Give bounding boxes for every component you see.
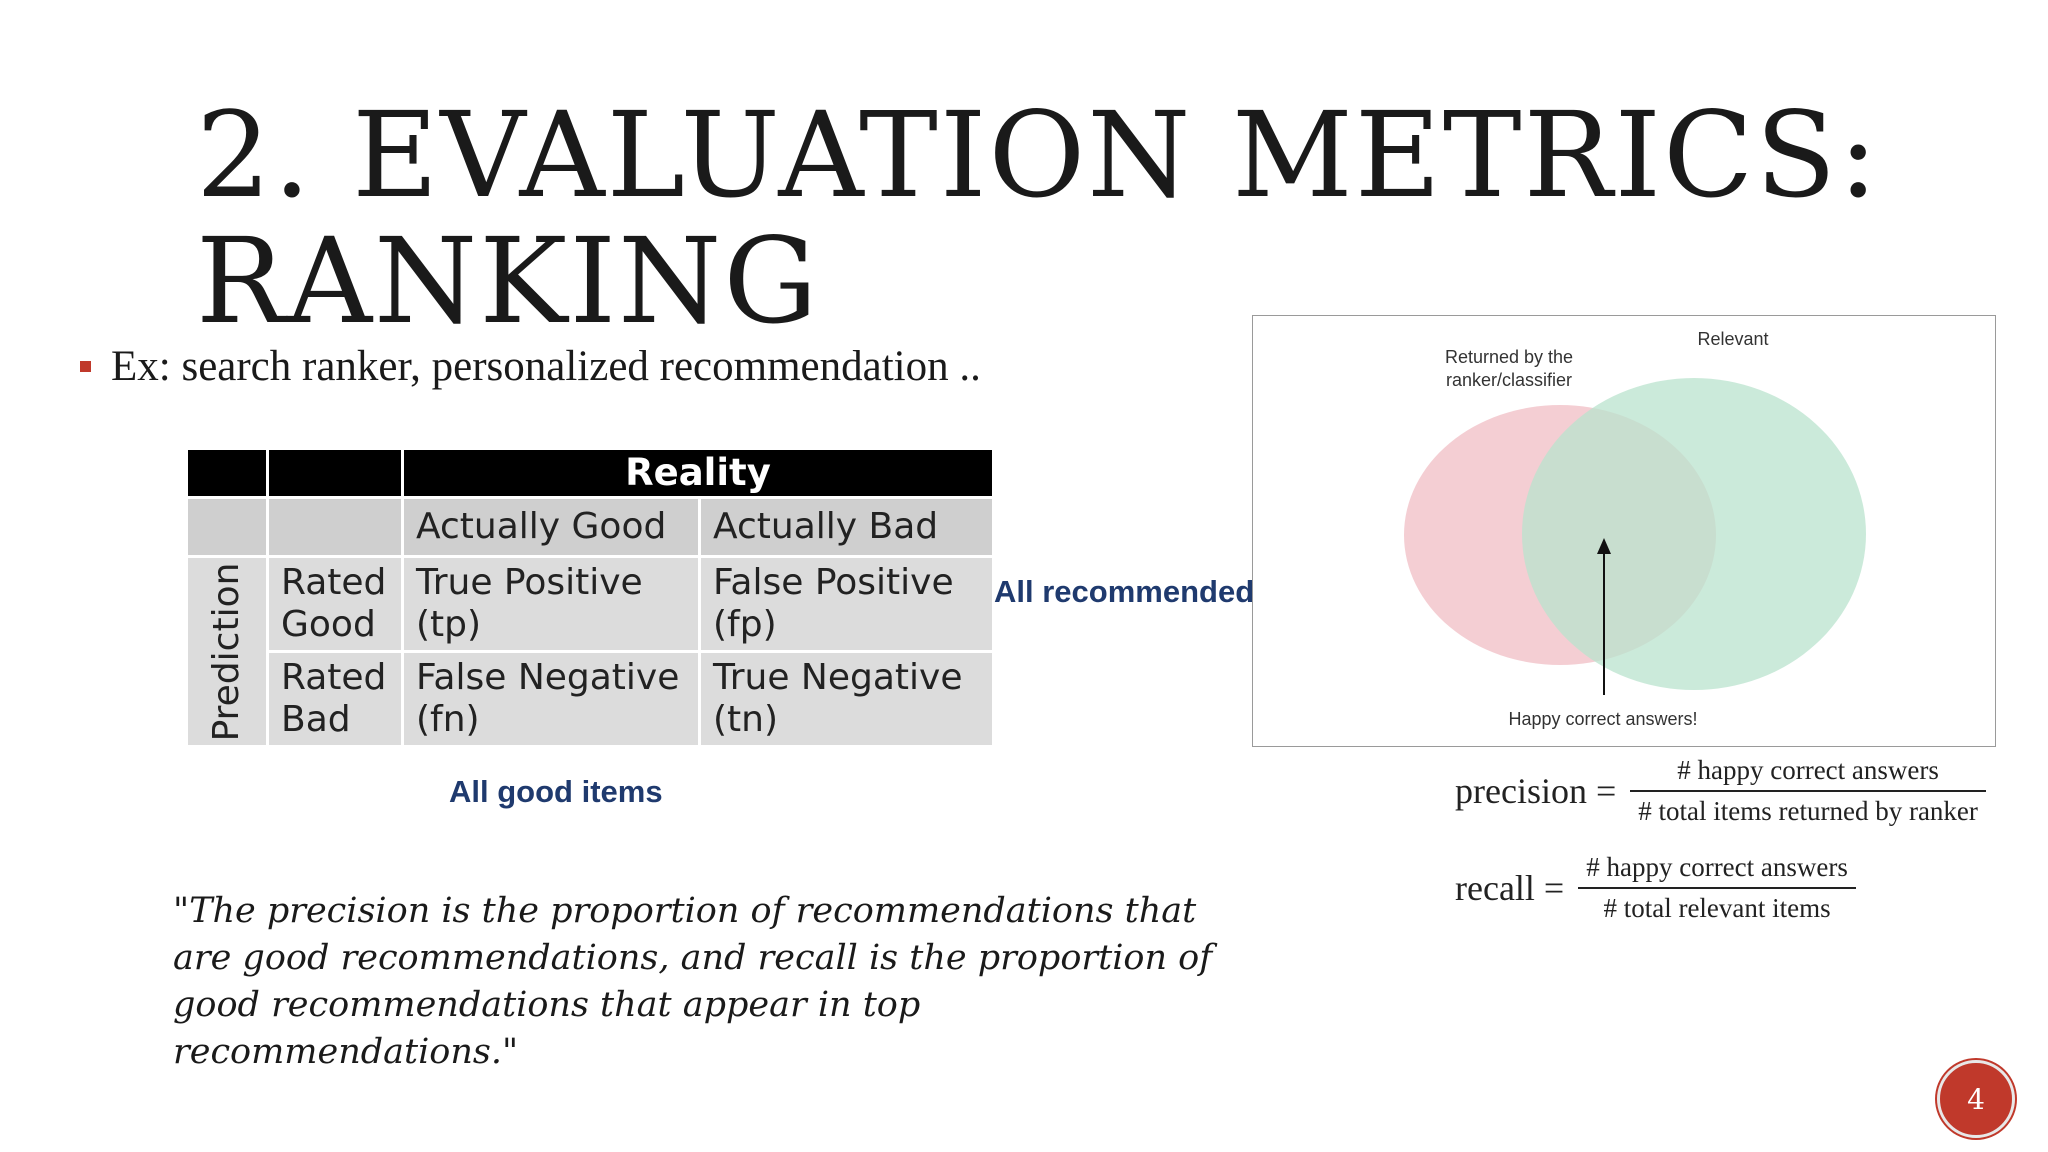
fraction-bar (1578, 887, 1856, 889)
matrix-cell-true-positive: True Positive (tp) (404, 558, 698, 650)
page-number: 4 (1967, 1082, 1985, 1116)
matrix-header-row: Reality (188, 450, 992, 496)
recall-fraction: # happy correct answers # total relevant… (1578, 852, 1856, 924)
cell-line: False Negative (416, 657, 680, 698)
matrix-cell-true-negative: True Negative (tn) (701, 653, 992, 745)
slide-title-line-2: RANKING (196, 212, 820, 350)
matrix-sub-blank-2 (269, 499, 401, 555)
bullet-text: Ex: search ranker, personalized recommen… (111, 342, 981, 390)
label-all-recommended: All recommended (994, 574, 1255, 609)
matrix-row-label-rated-good: Rated Good (269, 558, 401, 650)
square-bullet-icon (80, 360, 91, 372)
cell-line: True Positive (416, 562, 643, 603)
bullet-item: Ex: search ranker, personalized recommen… (80, 336, 981, 396)
precision-fraction: # happy correct answers # total items re… (1630, 755, 1986, 827)
confusion-matrix: Reality Actually Good Actually Bad Predi… (185, 447, 995, 748)
precision-lhs: precision = (1455, 771, 1617, 811)
recall-denominator: # total relevant items (1603, 893, 1831, 923)
matrix-header-blank-2 (269, 450, 401, 496)
cell-line: (tp) (416, 604, 482, 645)
precision-numerator: # happy correct answers (1677, 755, 1939, 785)
row-label-line: Good (281, 604, 376, 645)
matrix-row-rated-bad: Rated Bad False Negative (fn) True Negat… (188, 653, 992, 745)
arrow-up-icon (1597, 538, 1611, 554)
venn-label-returned-line-2: ranker/classifier (1446, 370, 1572, 390)
row-label-line: Rated (281, 657, 387, 698)
row-label-line: Rated (281, 562, 387, 603)
venn-label-returned-line-1: Returned by the (1445, 347, 1573, 367)
matrix-row-label-rated-bad: Rated Bad (269, 653, 401, 745)
recall-numerator: # happy correct answers (1586, 852, 1848, 882)
cell-line: True Negative (713, 657, 963, 698)
matrix-col-actually-bad: Actually Bad (701, 499, 992, 555)
recall-lhs: recall = (1455, 868, 1565, 908)
matrix-prediction-label: Prediction (206, 562, 247, 741)
matrix-sub-blank-1 (188, 499, 266, 555)
venn-label-relevant: Relevant (1697, 329, 1768, 349)
matrix-cell-false-positive: False Positive (fp) (701, 558, 992, 650)
venn-svg: Returned by the ranker/classifier Releva… (1404, 329, 1866, 729)
cell-line: (fn) (416, 699, 480, 740)
matrix-cell-false-negative: False Negative (fn) (404, 653, 698, 745)
venn-diagram: Returned by the ranker/classifier Releva… (1252, 315, 1996, 747)
row-label-line: Bad (281, 699, 351, 740)
precision-denominator: # total items returned by ranker (1638, 796, 1978, 826)
matrix-subheader-row: Actually Good Actually Bad (188, 499, 992, 555)
page-number-badge: 4 (1937, 1060, 2015, 1138)
relevant-ellipse (1522, 378, 1866, 690)
label-all-good-items: All good items (449, 774, 663, 809)
slide-title-line-1: 2. EVALUATION METRICS: (196, 86, 1880, 224)
cell-line: False Positive (713, 562, 954, 603)
matrix-header-reality: Reality (404, 450, 992, 496)
definition-quote: "The precision is the proportion of reco… (173, 891, 1213, 1072)
fraction-bar (1630, 790, 1986, 792)
cell-line: (tn) (713, 699, 779, 740)
matrix-header-blank-1 (188, 450, 266, 496)
matrix-prediction-cell: Prediction (188, 558, 266, 745)
slide-title: 2. EVALUATION METRICS: RANKING (196, 92, 1896, 344)
venn-label-happy: Happy correct answers! (1508, 709, 1697, 729)
precision-formula: precision = # happy correct answers # to… (1455, 755, 1986, 827)
matrix-row-rated-good: Prediction Rated Good True Positive (tp)… (188, 558, 992, 745)
matrix-col-actually-good: Actually Good (404, 499, 698, 555)
recall-formula: recall = # happy correct answers # total… (1455, 852, 1856, 924)
cell-line: (fp) (713, 604, 777, 645)
